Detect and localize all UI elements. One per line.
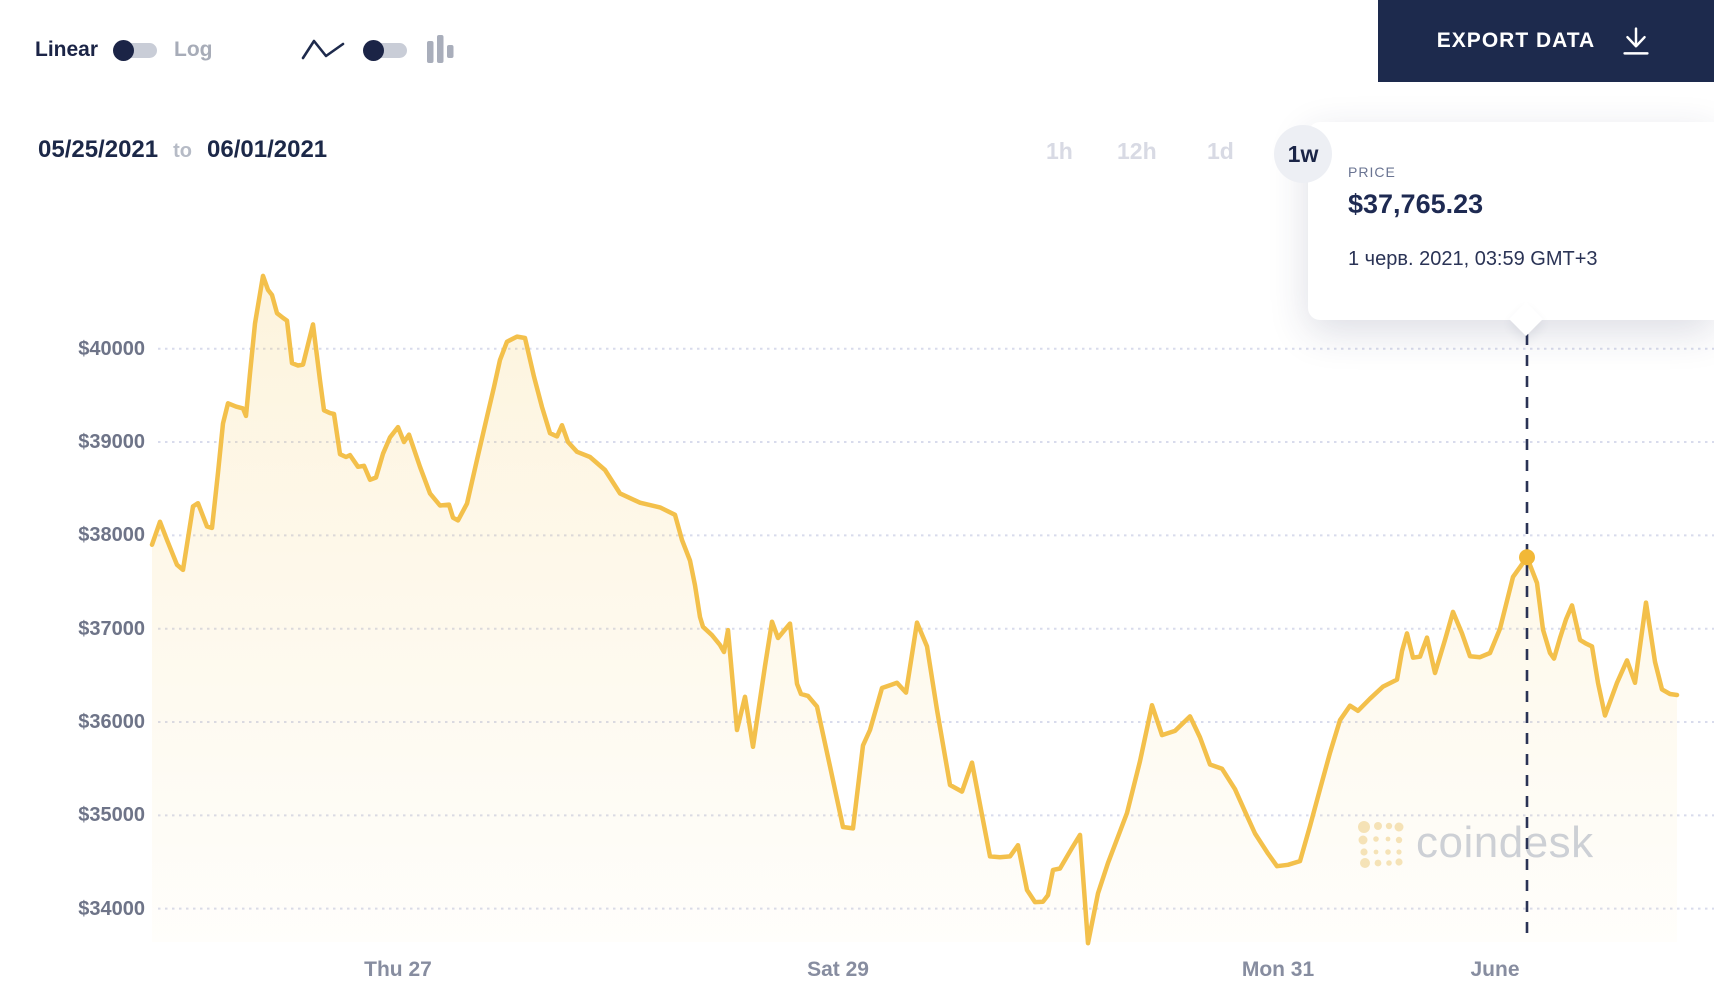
y-axis-label: $35000 <box>78 804 145 827</box>
interval-button-1w-selected[interactable]: 1w <box>1274 125 1332 183</box>
linear-label: Linear <box>35 38 99 61</box>
bar-chart-icon[interactable] <box>426 34 456 66</box>
linear-log-toggle[interactable] <box>113 39 158 61</box>
chart-controls: 05/25/2021 to 06/01/2021 1h 12h 1d 1w <box>0 125 1714 183</box>
y-axis-label: $36000 <box>78 711 145 734</box>
x-axis-label: Mon 31 <box>1241 958 1315 981</box>
log-label: Log <box>174 38 213 61</box>
tooltip-price-value: $37,765.23 <box>1348 189 1484 219</box>
price-line <box>149 273 1680 946</box>
date-range-separator: to <box>173 140 193 162</box>
export-data-button[interactable]: EXPORT DATA <box>1378 0 1714 82</box>
tooltip-price-label: PRICE <box>1348 164 1396 180</box>
line-bar-toggle[interactable] <box>363 39 407 61</box>
export-data-label: EXPORT DATA <box>1436 29 1596 52</box>
chart-type-toggle-group <box>300 34 456 66</box>
y-axis-label: $39000 <box>78 431 145 454</box>
toolbar: Linear Log EXPORT DATA <box>0 0 1714 90</box>
y-axis-label: $40000 <box>78 337 145 360</box>
price-area-fill <box>152 275 1677 944</box>
toggle-knob <box>363 39 384 61</box>
start-date[interactable]: 05/25/2021 <box>38 136 159 163</box>
scale-toggle-group: Linear Log <box>35 38 213 62</box>
y-axis-label: $34000 <box>78 897 145 920</box>
tooltip-datetime: 1 черв. 2021, 03:59 GMT+3 <box>1348 248 1598 270</box>
y-axis-label: $37000 <box>78 617 145 640</box>
x-axis-label: Thu 27 <box>364 958 432 981</box>
end-date[interactable]: 06/01/2021 <box>207 136 328 163</box>
highlighted-point-dot <box>1519 549 1535 566</box>
x-axis-label: Sat 29 <box>807 958 869 981</box>
interval-button-1h[interactable]: 1h <box>1046 138 1073 164</box>
download-icon <box>1623 27 1649 55</box>
interval-button-1d[interactable]: 1d <box>1207 138 1234 164</box>
x-axis-label: June <box>1470 958 1520 981</box>
toggle-knob <box>113 39 135 61</box>
price-tooltip: PRICE $37,765.23 1 черв. 2021, 03:59 GMT… <box>1308 122 1714 336</box>
date-range: 05/25/2021 to 06/01/2021 <box>38 136 327 164</box>
line-chart-icon[interactable] <box>300 35 346 65</box>
interval-button-12h[interactable]: 12h <box>1117 138 1157 164</box>
y-axis-label: $38000 <box>78 524 145 547</box>
